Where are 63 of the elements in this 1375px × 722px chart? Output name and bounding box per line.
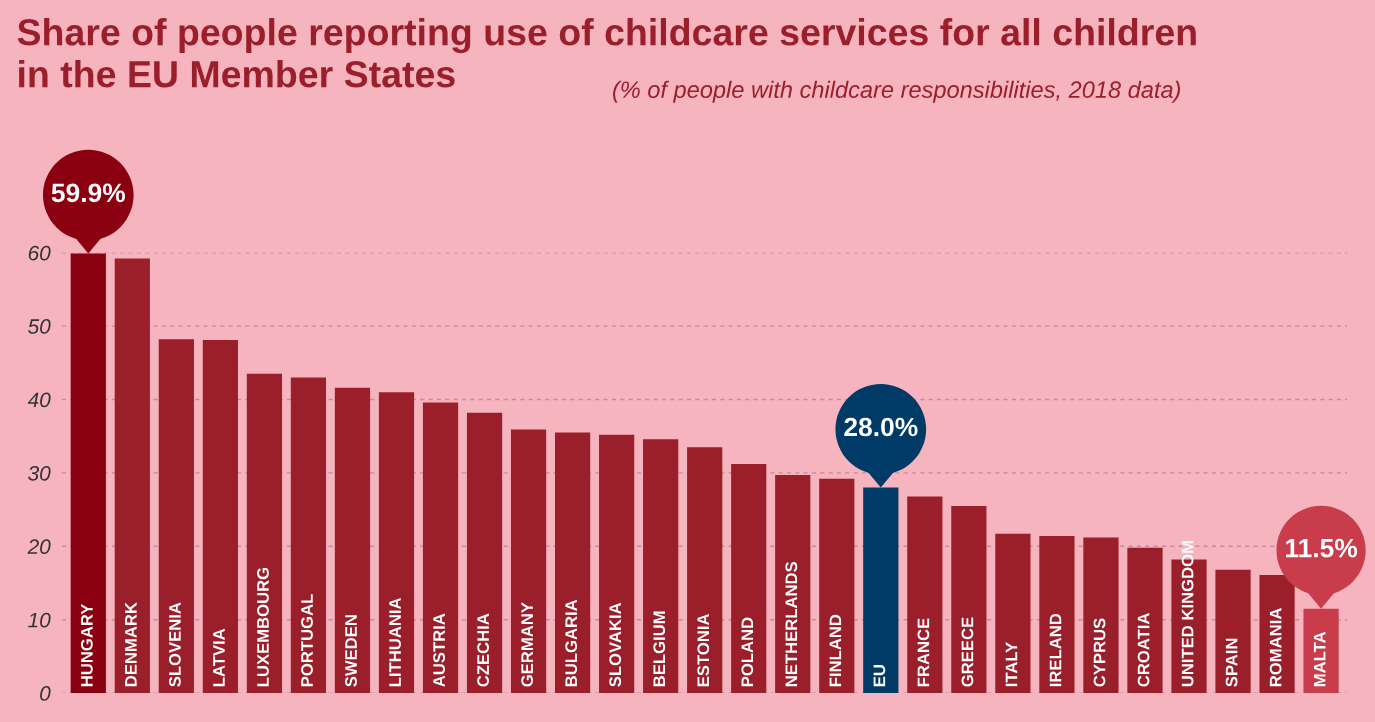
x-tick-label: FINLAND [829,614,842,687]
bar [1127,547,1163,694]
x-tick-label: LUXEMBOURG [257,567,269,687]
x-tick-label: FRANCE [917,618,930,687]
y-tick-label: 0 [40,686,51,701]
x-tick-label: SWEDEN [345,615,357,687]
bar [687,447,723,694]
y-tick-label: 20 [27,539,51,555]
y-tick-label: 50 [28,319,51,334]
x-tick-label: PORTUGAL [301,594,313,687]
x-tick-label: MALTA [1313,631,1326,687]
bar [554,432,591,694]
bar [951,505,987,694]
x-tick-label: UNITED KINGDOM [1181,541,1194,687]
bar [1039,536,1075,694]
data-label: 11.5% [1286,538,1358,558]
data-label: 28.0% [844,417,918,437]
bar [731,464,767,694]
bar [1215,569,1251,694]
x-tick-label: CROATIA [1137,613,1150,687]
bar [599,434,635,694]
bar [114,258,150,694]
x-tick-label: SLOVENIA [169,602,181,687]
bar [819,478,855,694]
x-tick-label: ITALY [1005,642,1018,687]
bar [643,439,679,694]
x-tick-label: GREECE [961,617,974,687]
bar [995,533,1031,694]
x-tick-label: EU [873,665,886,687]
y-tick-label: 10 [28,612,51,628]
x-tick-label: POLAND [741,617,754,687]
x-tick-label: CYPRUS [1093,618,1106,687]
y-tick-label: 40 [27,392,51,408]
x-tick-label: DENMARK [125,602,137,687]
bar [334,387,371,694]
bar [510,429,547,694]
x-tick-label: GERMANY [521,602,534,687]
x-tick-label: SPAIN [1225,638,1238,687]
x-tick-label: LITHUANIA [389,597,401,687]
x-tick-label: HUNGARY [80,603,93,687]
bar [378,392,415,694]
bar [290,377,327,694]
bar [202,340,238,694]
x-tick-label: CZECHIA [477,613,490,687]
x-tick-label: AUSTRIA [433,613,445,687]
x-tick-label: LATVIA [213,628,225,687]
bar [158,339,194,694]
x-tick-label: IRELAND [1049,613,1062,687]
x-tick-label: BELGIUM [653,611,666,687]
x-tick-label: ROMANIA [1269,608,1282,687]
bar [246,373,283,694]
data-label: 59.9% [51,183,126,203]
x-tick-label: NETHERLANDS [785,561,798,687]
y-tick-label: 60 [28,245,51,261]
y-tick-label: 30 [28,465,51,481]
x-tick-label: SLOVAKIA [609,602,622,687]
x-tick-label: ESTONIA [697,613,710,687]
bar [422,402,459,694]
bar [907,496,943,694]
bar [775,475,811,694]
bar [466,412,503,694]
bar [1083,537,1119,694]
x-tick-label: BULGARIA [565,599,578,687]
